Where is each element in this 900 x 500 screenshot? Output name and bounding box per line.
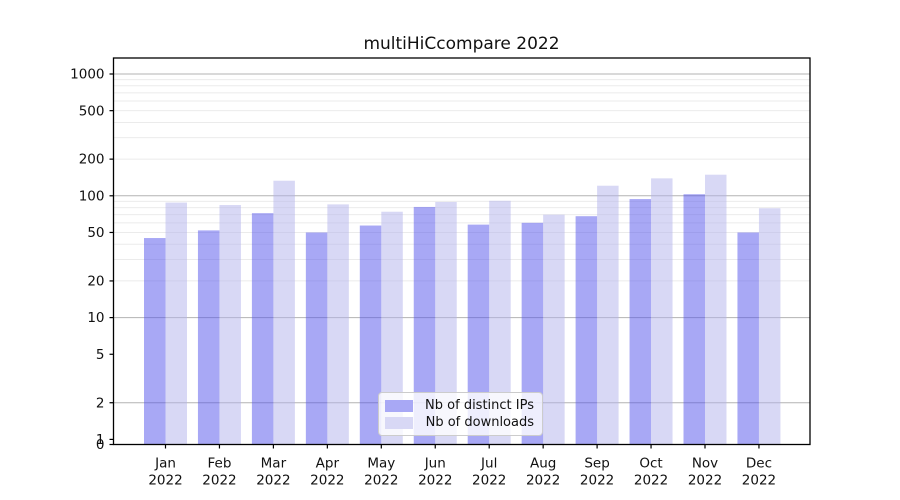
y-tick-label-2: 2 [96, 395, 105, 411]
x-tick-label-month-Aug: Aug [530, 456, 556, 472]
bar-ips-Apr [305, 232, 328, 445]
y-tick-label-50: 50 [87, 225, 104, 241]
x-tick-label-year-May: 2022 [364, 473, 398, 489]
x-tick-label-month-Oct: Oct [639, 456, 662, 472]
bar-downloads-Jun [435, 201, 457, 445]
bar-ips-Sep [575, 216, 598, 445]
bar-ips-May [359, 225, 382, 445]
bar-downloads-Dec [758, 208, 781, 445]
y-tick-label-1000: 1000 [70, 67, 104, 83]
bar-downloads-Nov [705, 174, 727, 445]
bar-ips-Jul [467, 224, 490, 445]
legend-item-distinct-ips: Nb of distinct IPs [385, 397, 534, 414]
bar-downloads-Feb [219, 205, 241, 445]
legend-label-downloads: Nb of downloads [425, 415, 534, 430]
bar-ips-Aug [521, 222, 544, 445]
bar-ips-Oct [629, 199, 652, 445]
legend-label-distinct-ips: Nb of distinct IPs [425, 398, 534, 413]
legend-swatch-distinct-ips [385, 399, 413, 412]
bar-ips-Jan [144, 238, 166, 445]
x-tick-label-year-Aug: 2022 [526, 473, 560, 489]
bar-ips-Mar [251, 213, 274, 445]
x-tick-label-year-Jul: 2022 [472, 473, 506, 489]
x-tick-label-year-Jan: 2022 [148, 473, 182, 489]
chart-title: multiHiCcompare 2022 [363, 34, 560, 54]
x-tick-label-month-Mar: Mar [261, 456, 287, 472]
x-tick-label-year-Nov: 2022 [688, 473, 722, 489]
bar-downloads-Aug [543, 214, 565, 445]
plot-box [112, 57, 811, 446]
legend: Nb of distinct IPs Nb of downloads [378, 392, 543, 436]
y-tick-label-20: 20 [87, 274, 104, 290]
x-tick-label-year-Feb: 2022 [202, 473, 236, 489]
x-tick-label-month-May: May [367, 456, 395, 472]
x-tick-label-month-Apr: Apr [316, 456, 340, 472]
y-tick-label-0: 0 [96, 437, 105, 453]
bar-downloads-Sep [597, 185, 619, 445]
x-tick-label-month-Nov: Nov [692, 456, 718, 472]
y-tick-label-5: 5 [96, 347, 105, 363]
bar-ips-Jun [413, 206, 436, 445]
x-tick-label-month-Dec: Dec [746, 456, 772, 472]
y-tick-label-100: 100 [79, 188, 105, 204]
bar-ips-Dec [737, 232, 759, 445]
bar-downloads-Jan [165, 202, 187, 445]
x-tick-label-month-Sep: Sep [584, 456, 609, 472]
bar-downloads-May [381, 211, 403, 445]
y-tick-label-500: 500 [79, 103, 105, 119]
x-tick-label-year-Mar: 2022 [256, 473, 290, 489]
bar-downloads-Oct [651, 178, 673, 445]
legend-item-downloads: Nb of downloads [385, 414, 534, 431]
x-tick-label-year-Sep: 2022 [580, 473, 614, 489]
x-tick-label-year-Dec: 2022 [742, 473, 776, 489]
x-tick-label-month-Feb: Feb [207, 456, 231, 472]
bar-downloads-Mar [273, 180, 295, 445]
x-tick-label-month-Jul: Jul [480, 456, 497, 472]
bar-ips-Feb [197, 230, 220, 445]
x-tick-label-year-Oct: 2022 [634, 473, 668, 489]
y-tick-label-200: 200 [79, 152, 105, 168]
x-tick-label-year-Apr: 2022 [310, 473, 344, 489]
x-tick-label-month-Jun: Jun [424, 456, 446, 472]
legend-swatch-downloads [385, 416, 413, 429]
bar-downloads-Apr [327, 204, 349, 445]
x-tick-label-year-Jun: 2022 [418, 473, 452, 489]
y-tick-label-1: 1 [96, 432, 105, 448]
bar-ips-Nov [683, 194, 705, 445]
bar-downloads-Jul [489, 200, 511, 445]
x-tick-label-month-Jan: Jan [154, 456, 176, 472]
y-tick-label-10: 10 [87, 310, 104, 326]
